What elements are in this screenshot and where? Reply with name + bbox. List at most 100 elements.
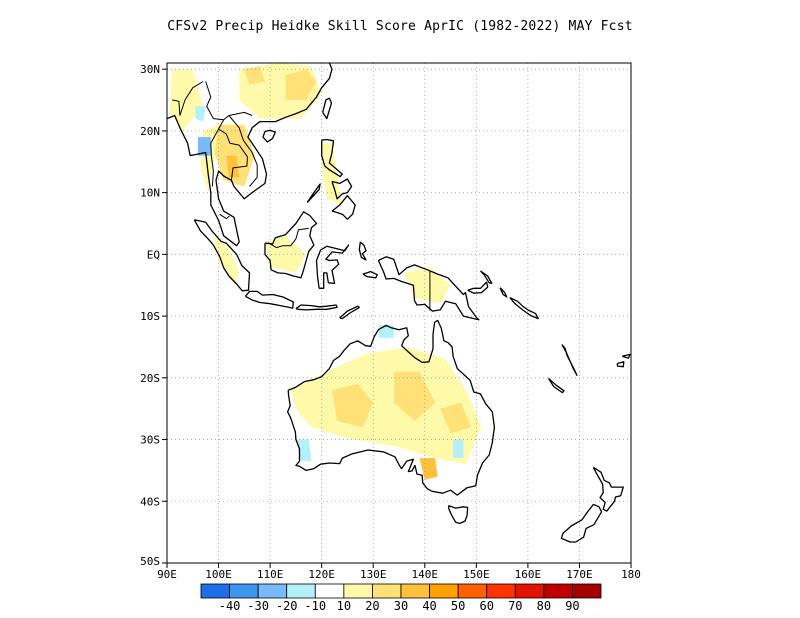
- coastline-australia: [286, 319, 496, 496]
- coastline-seram: [362, 270, 378, 279]
- skill-patch-cn-2: [285, 69, 317, 100]
- coastline-new-caledonia: [547, 377, 565, 394]
- colorbar-swatch: [514, 583, 545, 599]
- lat-label: 50S: [140, 555, 160, 568]
- colorbar-swatch: [286, 583, 316, 599]
- coastline-solomons: [509, 297, 539, 320]
- skill-patch-png-1: [404, 266, 451, 304]
- skill-patch-phil-1: [321, 143, 343, 205]
- skill-patch-aus-2: [332, 384, 374, 428]
- coastline-fiji: [616, 361, 625, 368]
- lat-label: EQ: [147, 248, 160, 261]
- lat-label: 30S: [140, 434, 160, 447]
- colorbar-label: 90: [565, 599, 579, 613]
- colorbar-swatch: [229, 583, 259, 599]
- colorbar-label: -30: [247, 599, 269, 613]
- lon-label: 160E: [515, 568, 542, 581]
- coastline-luzon: [321, 138, 343, 178]
- colorbar-label: -40: [219, 599, 241, 613]
- colorbar-swatch: [457, 583, 488, 599]
- coastline-timor: [339, 305, 360, 320]
- coastline-tasmania: [447, 504, 469, 525]
- lon-label: 170E: [566, 568, 593, 581]
- coastline-halmahera: [358, 241, 367, 261]
- colorbar-swatch: [314, 583, 345, 599]
- lon-label: 150E: [463, 568, 490, 581]
- coastline-sri-pacific-isle: [622, 353, 631, 359]
- coastline-nz-north: [592, 466, 624, 512]
- lat-label: 10N: [140, 187, 160, 200]
- colorbar-swatch: [572, 583, 602, 599]
- colorbar-label: 30: [394, 599, 408, 613]
- colorbar-label: 50: [451, 599, 465, 613]
- colorbar-label: 20: [365, 599, 379, 613]
- skill-patch-aus-blue-1: [295, 439, 312, 462]
- coastline-sulawesi: [315, 244, 350, 289]
- lat-label: 20N: [140, 125, 160, 138]
- border-borneo-border: [267, 227, 309, 249]
- lat-label: 10S: [140, 310, 160, 323]
- colorbar-label: 80: [537, 599, 551, 613]
- border-india-myanmar: [179, 81, 204, 116]
- lon-label: 180: [621, 568, 641, 581]
- coastline-palawan: [306, 183, 321, 203]
- skill-patch-yunnan-blue: [195, 106, 206, 122]
- coastline-java: [244, 290, 294, 309]
- coastline-visayas: [331, 178, 353, 200]
- lon-label: 140E: [412, 568, 439, 581]
- coastline-vanuatu: [561, 344, 578, 376]
- colorbar: -40 -30 -20 -10 10 20 30 40 50 60 70 80 90: [200, 583, 602, 613]
- coastline-bougainville: [499, 287, 508, 298]
- colorbar-label: 10: [337, 599, 351, 613]
- colorbar-swatch: [486, 583, 516, 599]
- coastline-hainan: [262, 129, 276, 143]
- skill-patch-indochina-3: [226, 155, 240, 178]
- lat-label: 20S: [140, 372, 160, 385]
- border-myanmar-thailand: [210, 119, 225, 187]
- border-laos-vietnam: [228, 115, 258, 187]
- skill-patch-aus-5: [419, 458, 438, 480]
- coastline-mindanao: [331, 195, 356, 220]
- colorbar-label: -20: [276, 599, 298, 613]
- chart-title: CFSv2 Precip Heidke Skill Score AprIC (1…: [167, 19, 633, 34]
- border-malaysia-thailand: [219, 213, 230, 220]
- colorbar-swatch: [543, 583, 573, 599]
- skill-patch-myanmar-blue: [197, 137, 211, 156]
- skill-patch-aus-4: [440, 402, 472, 434]
- coastline-new-britain: [467, 281, 489, 294]
- border-india-bangladesh: [172, 99, 181, 116]
- colorbar-swatch: [429, 583, 459, 599]
- skill-patch-aus-blue-2: [453, 439, 464, 459]
- skill-patch-aus-1: [290, 347, 482, 465]
- colorbar-label: 70: [508, 599, 522, 613]
- coastline-nz-south: [560, 503, 603, 543]
- border-thai-laos-cambodia: [218, 128, 248, 181]
- skill-patch-borneo-1: [265, 235, 307, 273]
- colorbar-swatch: [400, 583, 430, 599]
- skill-patch-cn-3: [244, 66, 265, 85]
- lon-label: 130E: [360, 568, 387, 581]
- colorbar-swatch: [257, 583, 288, 599]
- lat-label: 30N: [140, 63, 160, 76]
- latitude-labels: 30N 20N 10N EQ 10S 20S 30S 40S 50S: [140, 63, 167, 568]
- coastline-new-guinea: [377, 256, 480, 321]
- skill-patch-aus-blue-3: [378, 325, 394, 338]
- coastline-lesser-sunda: [295, 304, 338, 311]
- border-layer: [172, 81, 431, 311]
- colorbar-swatch: [372, 583, 402, 599]
- lon-label: 100E: [205, 568, 232, 581]
- lat-label: 40S: [140, 495, 160, 508]
- border-china-myanmar: [205, 81, 253, 121]
- coastline-sumatra: [193, 219, 251, 292]
- skill-patch-sumatra-1: [213, 235, 240, 286]
- skill-patch-layer: [169, 63, 482, 480]
- lon-label: 110E: [257, 568, 284, 581]
- lon-label: 90E: [157, 568, 177, 581]
- coastline-new-ireland: [480, 270, 493, 285]
- colorbar-swatch: [343, 583, 373, 599]
- colorbar-label: 40: [422, 599, 436, 613]
- longitude-labels: 90E 100E 110E 120E 130E 140E 150E 160E 170E 180: [157, 563, 641, 581]
- colorbar-label: 60: [479, 599, 493, 613]
- colorbar-swatch: [200, 583, 230, 599]
